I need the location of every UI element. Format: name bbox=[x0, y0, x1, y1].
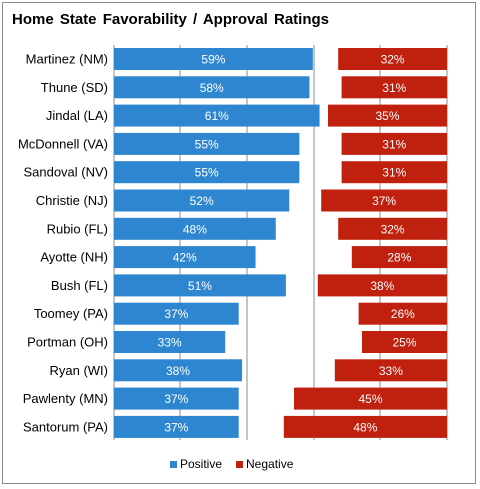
bar-positive bbox=[114, 415, 239, 438]
bar-positive bbox=[114, 387, 239, 410]
legend-swatch-positive bbox=[170, 460, 177, 468]
data-label-positive: 37% bbox=[164, 392, 188, 406]
bar-negative bbox=[341, 76, 447, 99]
legend: Positive Negative bbox=[0, 457, 480, 473]
data-label-positive: 33% bbox=[158, 336, 182, 350]
category-label: Martinez (NM) bbox=[26, 52, 108, 67]
bar-positive bbox=[114, 302, 239, 325]
bar-negative bbox=[358, 302, 447, 325]
legend-item-positive: Positive bbox=[170, 457, 222, 471]
bar-negative bbox=[338, 48, 447, 70]
data-label-negative: 31% bbox=[382, 81, 406, 95]
data-label-positive: 48% bbox=[183, 222, 207, 236]
bar-negative bbox=[341, 132, 447, 155]
data-label-negative: 33% bbox=[379, 364, 403, 378]
data-label-negative: 45% bbox=[358, 392, 382, 406]
bar-positive bbox=[114, 217, 276, 240]
data-label-positive: 55% bbox=[195, 137, 219, 151]
data-label-negative: 35% bbox=[375, 109, 399, 123]
data-label-negative: 38% bbox=[370, 279, 394, 293]
chart-title: Home State Favorability / Approval Ratin… bbox=[12, 11, 330, 28]
data-label-negative: 32% bbox=[381, 53, 405, 67]
bar-negative bbox=[362, 331, 447, 353]
data-label-negative: 25% bbox=[392, 336, 416, 350]
bar-positive bbox=[114, 274, 286, 297]
category-label: Rubio (FL) bbox=[47, 221, 108, 236]
data-label-positive: 55% bbox=[195, 166, 219, 180]
category-label: Christie (NJ) bbox=[36, 193, 108, 208]
category-label: Jindal (LA) bbox=[46, 108, 108, 123]
bar-positive bbox=[114, 161, 300, 184]
bar-positive bbox=[114, 359, 243, 382]
data-label-positive: 42% bbox=[173, 251, 197, 265]
data-label-positive: 38% bbox=[166, 364, 190, 378]
data-label-negative: 26% bbox=[391, 307, 415, 321]
category-label: Toomey (PA) bbox=[34, 306, 108, 321]
bar-positive bbox=[114, 331, 226, 353]
data-label-positive: 37% bbox=[164, 420, 188, 434]
category-label: Santorum (PA) bbox=[23, 419, 108, 434]
category-label: McDonnell (VA) bbox=[18, 136, 108, 151]
data-label-positive: 37% bbox=[164, 307, 188, 321]
category-label: Thune (SD) bbox=[41, 80, 108, 95]
bar-positive bbox=[114, 48, 313, 70]
category-label: Ryan (WI) bbox=[50, 363, 109, 378]
data-label-negative: 28% bbox=[387, 251, 411, 265]
category-label: Sandoval (NV) bbox=[23, 165, 108, 180]
category-label: Pawlenty (MN) bbox=[23, 391, 108, 406]
bar-positive bbox=[114, 76, 310, 99]
bar-positive bbox=[114, 104, 320, 127]
bar-negative bbox=[334, 359, 447, 382]
bar-negative bbox=[294, 387, 447, 410]
category-label: Bush (FL) bbox=[51, 278, 108, 293]
data-label-positive: 51% bbox=[188, 279, 212, 293]
bar-negative bbox=[328, 104, 447, 127]
category-label: Ayotte (NH) bbox=[40, 250, 108, 265]
bar-negative bbox=[351, 246, 447, 269]
legend-label-positive: Positive bbox=[180, 457, 223, 471]
bar-negative bbox=[321, 189, 447, 212]
data-label-negative: 31% bbox=[382, 137, 406, 151]
bar-negative bbox=[341, 161, 447, 184]
data-label-negative: 32% bbox=[381, 222, 405, 236]
data-label-positive: 58% bbox=[200, 81, 224, 95]
data-label-negative: 48% bbox=[353, 420, 377, 434]
bar-positive bbox=[114, 132, 300, 155]
data-label-negative: 31% bbox=[382, 166, 406, 180]
data-label-negative: 37% bbox=[372, 194, 396, 208]
data-label-positive: 52% bbox=[190, 194, 214, 208]
legend-label-negative: Negative bbox=[246, 457, 294, 471]
bar-negative bbox=[338, 217, 447, 240]
bar-positive bbox=[114, 189, 290, 212]
bar-positive bbox=[114, 246, 256, 269]
bar-negative bbox=[317, 274, 447, 297]
data-label-positive: 59% bbox=[201, 53, 225, 67]
legend-swatch-negative bbox=[236, 460, 243, 468]
data-label-positive: 61% bbox=[205, 109, 229, 123]
bar-negative bbox=[283, 415, 447, 438]
category-label: Portman (OH) bbox=[27, 335, 108, 350]
legend-item-negative: Negative bbox=[236, 457, 293, 471]
